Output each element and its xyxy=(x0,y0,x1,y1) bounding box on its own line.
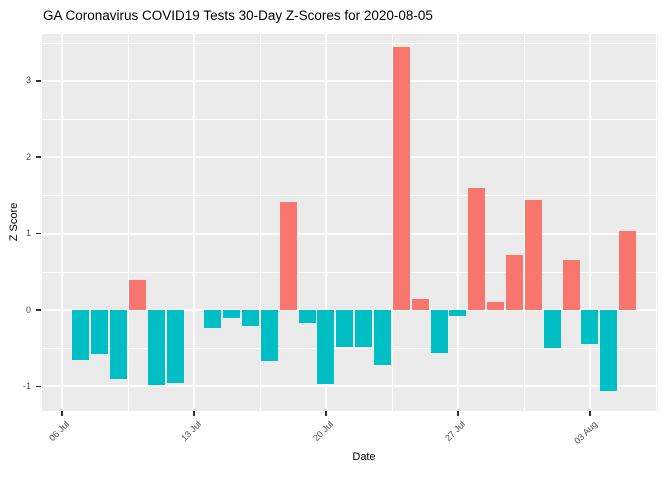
bar-2020-07-09 xyxy=(110,310,128,379)
x-tick-mark xyxy=(457,411,459,416)
bar-2020-07-19 xyxy=(298,310,316,323)
bar-2020-08-03 xyxy=(581,310,599,344)
bar-2020-08-04 xyxy=(600,310,618,391)
minor-gridline-horizontal xyxy=(42,119,658,120)
y-tick-label: -1 xyxy=(22,380,31,391)
bar-2020-08-02 xyxy=(562,259,580,310)
bar-2020-07-21 xyxy=(336,310,354,348)
y-tick-mark xyxy=(36,309,41,311)
x-tick-label: 03 Aug xyxy=(572,419,600,446)
x-axis-title: Date xyxy=(352,451,376,463)
chart-title: GA Coronavirus COVID19 Tests 30-Day Z-Sc… xyxy=(43,8,433,23)
minor-gridline-horizontal xyxy=(42,195,658,197)
bar-2020-07-14 xyxy=(204,310,222,328)
bar-2020-07-26 xyxy=(430,310,448,353)
bar-2020-07-12 xyxy=(166,310,184,384)
bar-2020-07-23 xyxy=(374,310,392,365)
major-gridline-horizontal xyxy=(42,232,658,235)
bar-2020-07-28 xyxy=(468,187,486,310)
x-tick-mark xyxy=(325,411,327,416)
y-tick-mark xyxy=(36,232,41,235)
major-gridline-vertical xyxy=(588,34,591,411)
major-gridline-vertical xyxy=(61,34,63,411)
minor-gridline-vertical xyxy=(523,34,525,411)
y-tick-label: 0 xyxy=(25,304,31,315)
bar-2020-07-17 xyxy=(260,310,278,362)
bar-2020-07-27 xyxy=(449,310,467,317)
bar-2020-07-25 xyxy=(411,298,429,310)
bar-2020-07-20 xyxy=(317,310,335,385)
x-tick-mark xyxy=(61,411,63,416)
minor-gridline-vertical xyxy=(259,34,261,411)
x-tick-label: 27 Jul xyxy=(443,419,468,444)
y-tick-label: 1 xyxy=(25,228,31,239)
bar-2020-07-07 xyxy=(72,310,90,360)
minor-gridline-horizontal xyxy=(42,42,658,44)
major-gridline-vertical xyxy=(192,34,195,411)
major-gridline-horizontal xyxy=(42,79,658,82)
bar-2020-08-05 xyxy=(619,231,637,310)
bar-2020-08-01 xyxy=(543,310,561,349)
y-tick-mark xyxy=(36,80,41,82)
y-tick-mark xyxy=(36,385,41,388)
bar-2020-07-24 xyxy=(392,47,410,310)
major-gridline-vertical xyxy=(324,34,327,411)
minor-gridline-vertical xyxy=(127,34,129,411)
bar-2020-07-29 xyxy=(487,301,505,310)
minor-gridline-horizontal xyxy=(42,271,658,273)
major-gridline-horizontal xyxy=(42,385,658,388)
bar-2020-07-15 xyxy=(223,310,241,318)
bar-2020-07-30 xyxy=(506,254,524,310)
major-gridline-horizontal xyxy=(42,156,658,159)
x-tick-mark xyxy=(193,411,195,416)
x-tick-label: 20 Jul xyxy=(311,419,336,444)
bar-2020-07-10 xyxy=(128,280,146,310)
bar-2020-07-11 xyxy=(147,310,165,385)
y-tick-label: 3 xyxy=(25,75,31,86)
bar-2020-07-22 xyxy=(355,310,373,347)
bar-2020-07-08 xyxy=(91,310,109,354)
bar-2020-07-31 xyxy=(524,199,542,310)
bar-2020-07-16 xyxy=(242,310,260,327)
plot-panel xyxy=(42,34,658,411)
y-tick-label: 2 xyxy=(25,151,31,162)
bar-2020-07-18 xyxy=(279,201,297,310)
x-tick-mark xyxy=(589,411,591,416)
minor-gridline-vertical xyxy=(655,34,657,411)
y-tick-mark xyxy=(36,156,41,158)
x-tick-label: 06 Jul xyxy=(47,419,72,444)
major-gridline-vertical xyxy=(456,34,459,411)
minor-gridline-vertical xyxy=(391,34,393,411)
minor-gridline-horizontal xyxy=(42,348,658,350)
x-tick-label: 13 Jul xyxy=(179,419,204,444)
